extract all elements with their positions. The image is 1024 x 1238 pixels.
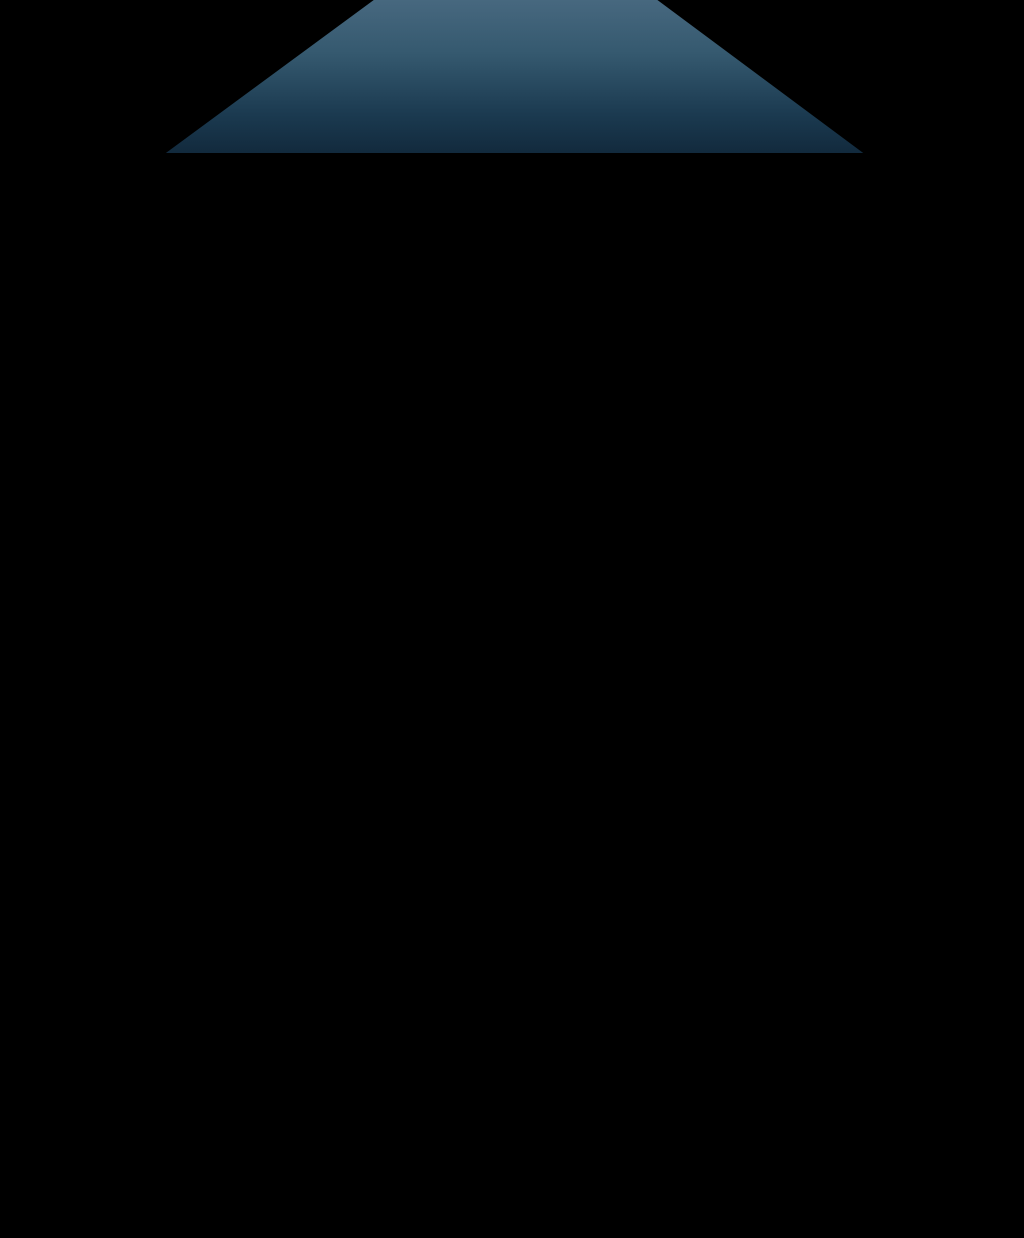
table-cell: 700 (0, 1008, 27, 1025)
page-subtitle: PvE Attack | PvP Attack | PvE Defense | … (0, 18, 381, 35)
table-cell: 7 (0, 558, 9, 575)
table-cell: 14 (0, 1062, 18, 1079)
table-row: 14 700 17 42 (0, 1062, 1024, 1134)
table-cell: 18 (0, 540, 18, 557)
table-row: 9 600 12 27 (0, 702, 1024, 774)
table-cell: 9 (0, 702, 9, 719)
table-cell: 33 (0, 900, 18, 917)
table-cell: 11 (0, 846, 17, 863)
table-cell: 600 (0, 720, 27, 737)
table-row: 15 700 18 45 (0, 1134, 1024, 1206)
data-table: PvE All Attack Up Level AP Rune Count Stats 1… (0, 36, 1024, 1206)
table-title: PvE All Attack Up (0, 36, 124, 53)
table-cell: 6 (0, 486, 9, 503)
column-header: Level (0, 54, 39, 71)
table-cell: 15 (0, 954, 18, 971)
table-cell: 600 (0, 576, 27, 593)
table-row: 5 500 5 15 (0, 414, 1024, 486)
table-cell: 600 (0, 792, 27, 809)
table-cell: - (0, 162, 6, 179)
table-cell: 17 (0, 1098, 18, 1115)
table-row: 8 600 11 24 (0, 630, 1024, 702)
table-cell: 13 (0, 810, 18, 827)
table-cell: 12 (0, 918, 18, 935)
table-cell: 27 (0, 756, 18, 773)
table-cell: 12 (0, 738, 18, 755)
table-cell: 2 (0, 234, 9, 251)
table-cell: 10 (0, 774, 18, 791)
table-cell: 13 (0, 990, 18, 1007)
table-row: 12 700 15 36 (0, 918, 1024, 990)
table-cell: 500 (0, 288, 27, 305)
table-cell: 5 (0, 450, 9, 467)
table-row: 7 600 10 21 (0, 558, 1024, 630)
table-cell: 14 (0, 882, 18, 899)
table-row: 3 500 3 9 (0, 270, 1024, 342)
table-cell: 36 (0, 972, 18, 989)
table-cell: 1 (0, 126, 9, 143)
table-body: 1 500-3 2 500 2 6 3 500 3 9 4 500 4 12 5 500 5 15 6 600 9 18 7… (0, 126, 1024, 1206)
column-header: Stats (0, 108, 37, 125)
table-row: 10 600 13 30 (0, 774, 1024, 846)
table-cell: 42 (0, 1116, 18, 1133)
table-cell: 10 (0, 594, 18, 611)
table-cell: 3 (0, 270, 9, 287)
column-header: Level (0, 1224, 39, 1238)
table-cell: 2 (0, 198, 9, 215)
column-header: Rune Count (0, 90, 86, 107)
table-cell: 21 (0, 612, 18, 629)
table-cell: 3 (0, 180, 9, 197)
table-cell: 24 (0, 684, 18, 701)
table-cell: 700 (0, 864, 27, 881)
tables-container: PvE All Attack Up Level AP Rune Count Stats 1… (0, 36, 1024, 1238)
table-cell: 6 (0, 252, 9, 269)
table-cell: 700 (0, 936, 27, 953)
table-cell: 16 (0, 1026, 18, 1043)
table-cell: 4 (0, 342, 9, 359)
page-title: KARMA RUNE (0, 0, 106, 17)
table-row: 6 600 9 18 (0, 486, 1024, 558)
table-cell: 45 (0, 1188, 18, 1205)
table-row: 1 500-3 (0, 126, 1024, 198)
table-cell: 9 (0, 324, 9, 341)
table-cell: 700 (0, 1080, 27, 1097)
infographic-stage: KARMA RUNE PvE Attack | PvP Attack | PvE… (0, 0, 1024, 153)
table-cell: 18 (0, 1170, 18, 1187)
table-cell: 500 (0, 360, 27, 377)
spotlight-beam-inner (0, 0, 1024, 153)
table-title: PvP All Attack Up (0, 1206, 124, 1223)
spotlight-beam (0, 0, 1024, 153)
table-cell: 600 (0, 648, 27, 665)
table-cell: 30 (0, 828, 18, 845)
table-cell: 5 (0, 414, 9, 431)
table-cell: 39 (0, 1044, 18, 1061)
table-row: 4 500 4 12 (0, 342, 1024, 414)
table-cell: 3 (0, 306, 9, 323)
table-cell: 500 (0, 216, 27, 233)
table-cell: 600 (0, 504, 27, 521)
table-cell: 15 (0, 1134, 18, 1151)
table-cell: 500 (0, 432, 27, 449)
column-header: AP (0, 72, 22, 89)
table-row: 13 700 16 39 (0, 990, 1024, 1062)
table-row: 11 700 14 33 (0, 846, 1024, 918)
table-cell: 700 (0, 1152, 27, 1169)
table-cell: 4 (0, 378, 9, 395)
table-cell: 12 (0, 396, 18, 413)
table-row: 2 500 2 6 (0, 198, 1024, 270)
table-cell: 9 (0, 522, 9, 539)
table-cell: 11 (0, 666, 17, 683)
table-cell: 8 (0, 630, 9, 647)
table-cell: 500 (0, 144, 27, 161)
table-cell: 15 (0, 468, 18, 485)
